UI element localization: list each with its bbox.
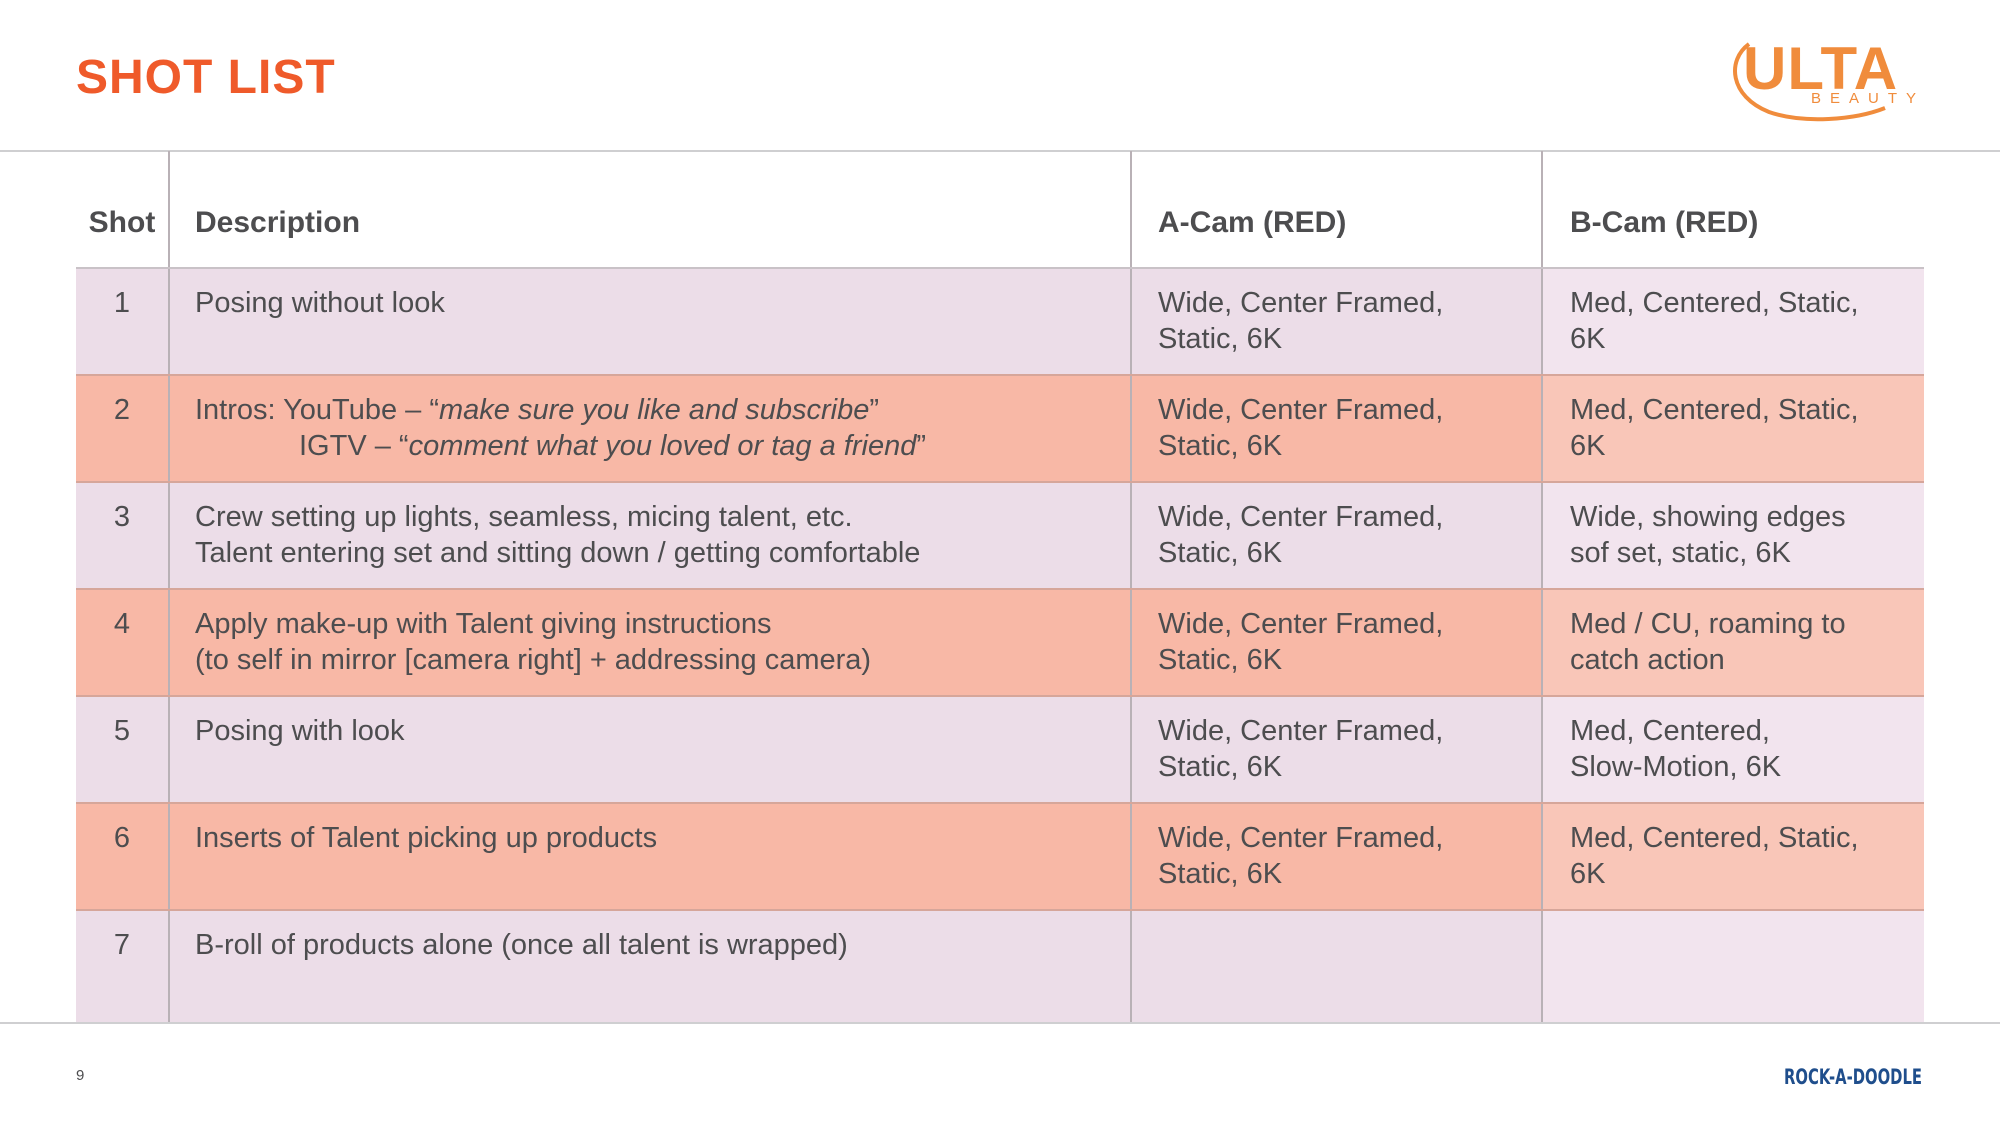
shot-number: 7 [76, 911, 170, 1022]
intro-igtv-suffix: ” [916, 430, 927, 462]
intro-youtube-line: Intros: YouTube – “make sure you like an… [195, 392, 1130, 428]
a-cam-line: Wide, Center Framed, [1158, 501, 1444, 533]
description-line: Posing with look [195, 715, 405, 747]
intro-igtv-quote: comment what you loved or tag a friend [408, 430, 917, 462]
b-cam-line: Slow-Motion, 6K [1570, 751, 1782, 783]
ulta-logo-subtext: BEAUTY [1811, 90, 1926, 107]
description-line: B-roll of products alone (once all talen… [195, 929, 848, 961]
a-cam-setup: Wide, Center Framed, Static, 6K [1132, 376, 1543, 481]
b-cam-line: 6K [1570, 323, 1606, 355]
shot-list-table: Shot Description A-Cam (RED) B-Cam (RED)… [76, 151, 1924, 1022]
b-cam-line: 6K [1570, 858, 1606, 890]
a-cam-line: Static, 6K [1158, 858, 1283, 890]
b-cam-setup: Med, Centered, Static, 6K [1543, 376, 1924, 481]
a-cam-line: Wide, Center Framed, [1158, 822, 1444, 854]
page-number: 9 [76, 1067, 85, 1084]
shot-number: 2 [76, 376, 170, 481]
a-cam-line: Wide, Center Framed, [1158, 394, 1444, 426]
b-cam-line: Med / CU, roaming to [1570, 608, 1846, 640]
description-line: Crew setting up lights, seamless, micing… [195, 501, 853, 533]
shot-description: Posing with look [170, 697, 1132, 802]
description-line: Apply make-up with Talent giving instruc… [195, 608, 772, 640]
b-cam-setup: Med, Centered, Static, 6K [1543, 804, 1924, 909]
shot-description: Crew setting up lights, seamless, micing… [170, 483, 1132, 588]
intro-youtube-quote: make sure you like and subscribe [438, 394, 870, 426]
description-line: Inserts of Talent picking up products [195, 822, 658, 854]
description-line: Posing without look [195, 287, 445, 319]
b-cam-line: Wide, showing edges [1570, 501, 1846, 533]
header-shot: Shot [76, 151, 170, 267]
intro-igtv-line: IGTV – “comment what you loved or tag a … [195, 428, 1130, 464]
a-cam-line: Static, 6K [1158, 644, 1283, 676]
intro-igtv-prefix: IGTV – “ [299, 430, 409, 462]
a-cam-setup: Wide, Center Framed, Static, 6K [1132, 269, 1543, 374]
footer-divider [0, 1022, 2000, 1024]
shot-number: 5 [76, 697, 170, 802]
header-a-cam: A-Cam (RED) [1132, 151, 1543, 267]
intro-youtube-prefix: Intros: YouTube – “ [195, 394, 439, 426]
ulta-beauty-logo: ULTA BEAUTY [1725, 34, 1930, 124]
a-cam-line: Static, 6K [1158, 537, 1283, 569]
b-cam-line: Med, Centered, Static, [1570, 394, 1859, 426]
a-cam-line: Wide, Center Framed, [1158, 715, 1444, 747]
ulta-logo-word: ULTA [1743, 35, 1899, 102]
page-title: SHOT LIST [76, 51, 336, 104]
table-row: 6 Inserts of Talent picking up products … [76, 804, 1924, 911]
a-cam-setup: Wide, Center Framed, Static, 6K [1132, 697, 1543, 802]
description-line: Talent entering set and sitting down / g… [195, 537, 921, 569]
a-cam-setup: Wide, Center Framed, Static, 6K [1132, 483, 1543, 588]
intro-youtube-suffix: ” [869, 394, 880, 426]
table-row: 3 Crew setting up lights, seamless, mici… [76, 483, 1924, 590]
table-row: 2 Intros: YouTube – “make sure you like … [76, 376, 1924, 483]
shot-description: Intros: YouTube – “make sure you like an… [170, 376, 1132, 481]
table-row: 1 Posing without look Wide, Center Frame… [76, 269, 1924, 376]
table-row: 7 B-roll of products alone (once all tal… [76, 911, 1924, 1022]
a-cam-setup [1132, 911, 1543, 1022]
shot-description: Posing without look [170, 269, 1132, 374]
b-cam-line: Med, Centered, Static, [1570, 822, 1859, 854]
a-cam-line: Static, 6K [1158, 323, 1283, 355]
a-cam-setup: Wide, Center Framed, Static, 6K [1132, 804, 1543, 909]
a-cam-line: Static, 6K [1158, 430, 1283, 462]
header-b-cam: B-Cam (RED) [1570, 206, 1759, 239]
b-cam-setup: Med / CU, roaming to catch action [1543, 590, 1924, 695]
a-cam-line: Wide, Center Framed, [1158, 287, 1444, 319]
header-divider [0, 150, 2000, 152]
description-line: (to self in mirror [camera right] + addr… [195, 644, 872, 676]
shot-description: Inserts of Talent picking up products [170, 804, 1132, 909]
b-cam-line: Med, Centered, Static, [1570, 287, 1859, 319]
shot-number: 4 [76, 590, 170, 695]
rock-a-doodle-logo-text: ROCK-A-DOODLE [1784, 1065, 1922, 1089]
a-cam-setup: Wide, Center Framed, Static, 6K [1132, 590, 1543, 695]
shot-description: Apply make-up with Talent giving instruc… [170, 590, 1132, 695]
b-cam-setup: Med, Centered, Static, 6K [1543, 269, 1924, 374]
b-cam-line: sof set, static, 6K [1570, 537, 1791, 569]
shot-number: 6 [76, 804, 170, 909]
a-cam-line: Wide, Center Framed, [1158, 608, 1444, 640]
a-cam-line: Static, 6K [1158, 751, 1283, 783]
b-cam-setup [1543, 911, 1924, 1022]
b-cam-line: catch action [1570, 644, 1725, 676]
b-cam-line: Med, Centered, [1570, 715, 1770, 747]
table-row: 5 Posing with look Wide, Center Framed, … [76, 697, 1924, 804]
shot-number: 3 [76, 483, 170, 588]
table-row: 4 Apply make-up with Talent giving instr… [76, 590, 1924, 697]
b-cam-line: 6K [1570, 430, 1606, 462]
ulta-swoosh-icon [1733, 42, 1886, 122]
header-description: Description [170, 151, 1132, 267]
table-header-row: Shot Description A-Cam (RED) B-Cam (RED) [76, 151, 1924, 269]
b-cam-setup: Wide, showing edges sof set, static, 6K [1543, 483, 1924, 588]
b-cam-setup: Med, Centered, Slow-Motion, 6K [1543, 697, 1924, 802]
shot-description: B-roll of products alone (once all talen… [170, 911, 1132, 1022]
shot-number: 1 [76, 269, 170, 374]
rock-a-doodle-logo: ROCK-A-DOODLE [1784, 1065, 1922, 1089]
